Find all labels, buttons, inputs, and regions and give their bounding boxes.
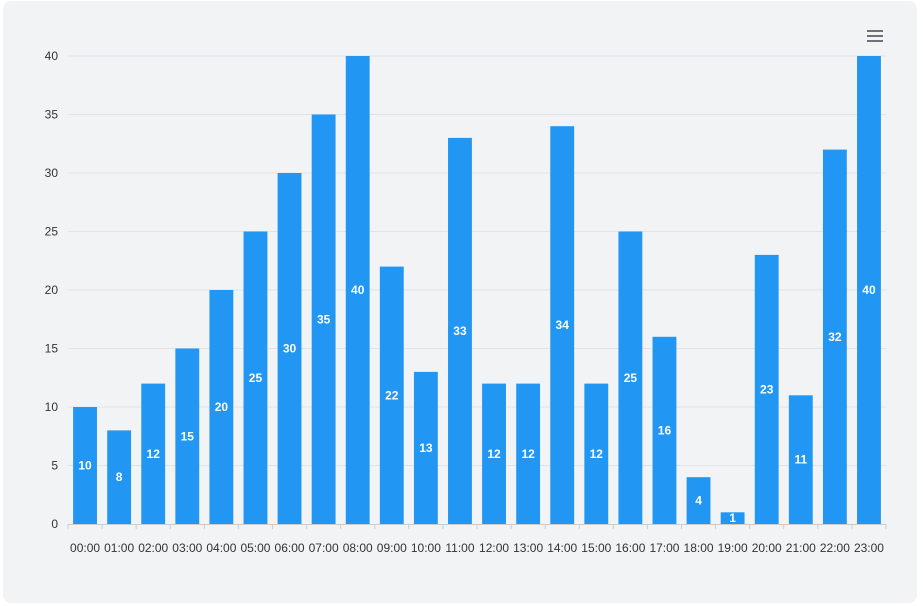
data-label: 15 <box>181 429 195 443</box>
y-tick-label: 5 <box>51 459 58 473</box>
data-label: 12 <box>590 447 604 461</box>
bars <box>73 56 881 524</box>
data-label: 34 <box>556 318 570 332</box>
bar-20:00[interactable] <box>754 254 779 524</box>
x-tick-label: 05:00 <box>240 541 270 555</box>
x-tick-label: 08:00 <box>343 541 373 555</box>
x-tick-label: 04:00 <box>206 541 236 555</box>
bar-22:00[interactable] <box>822 149 847 524</box>
data-label: 25 <box>249 371 263 385</box>
y-tick-label: 30 <box>45 166 59 180</box>
y-tick-label: 10 <box>45 400 59 414</box>
menu-line <box>867 35 883 37</box>
data-label: 4 <box>695 494 702 508</box>
y-tick-label: 15 <box>45 342 59 356</box>
x-tick-label: 10:00 <box>411 541 441 555</box>
grid-layer <box>68 55 886 466</box>
bar-03:00[interactable] <box>175 348 200 525</box>
data-label: 23 <box>760 382 774 396</box>
bar-13:00[interactable] <box>516 383 541 524</box>
data-label: 13 <box>419 441 433 455</box>
bar-05:00[interactable] <box>243 231 268 525</box>
data-label: 30 <box>283 342 297 356</box>
x-tick-label: 16:00 <box>615 541 645 555</box>
data-label: 22 <box>385 388 399 402</box>
bar-17:00[interactable] <box>652 336 677 524</box>
bar-11:00[interactable] <box>448 137 472 524</box>
data-label: 20 <box>215 400 229 414</box>
x-tick-label: 07:00 <box>309 541 339 555</box>
x-tick-label: 00:00 <box>70 541 100 555</box>
data-label: 8 <box>116 470 123 484</box>
data-label: 40 <box>351 283 365 297</box>
data-label: 10 <box>78 459 92 473</box>
bar-14:00[interactable] <box>550 126 575 524</box>
x-tick-label: 13:00 <box>513 541 543 555</box>
bar-04:00[interactable] <box>209 290 234 524</box>
bar-23:00[interactable] <box>857 56 881 524</box>
data-labels: 10 8 12 15 20 25 30 35 40 22 13 33 12 12 34 12 25 16 4 1 23 1… <box>78 283 876 525</box>
y-tick-label: 35 <box>45 108 59 122</box>
data-label: 12 <box>487 447 501 461</box>
bar-19:00[interactable] <box>720 512 745 524</box>
x-tick-label: 19:00 <box>718 541 748 555</box>
data-label: 32 <box>828 330 842 344</box>
data-label: 16 <box>658 423 672 437</box>
x-tick-label: 17:00 <box>649 541 679 555</box>
data-label: 11 <box>794 453 807 467</box>
data-label: 33 <box>453 324 467 338</box>
bar-10:00[interactable] <box>413 371 438 524</box>
x-tick-label: 12:00 <box>479 541 509 555</box>
x-axis <box>67 524 887 529</box>
x-tick-label: 22:00 <box>820 541 850 555</box>
x-tick-label: 18:00 <box>684 541 714 555</box>
menu-line <box>867 40 883 42</box>
x-axis-tick-labels: 00:00 01:00 02:00 03:00 04:00 05:00 06:00 07:00… <box>70 541 884 555</box>
data-label: 12 <box>147 447 161 461</box>
x-tick-label: 15:00 <box>581 541 611 555</box>
y-tick-label: 20 <box>45 283 59 297</box>
bar-07:00[interactable] <box>311 114 336 525</box>
bar-01:00[interactable] <box>107 430 132 524</box>
bar-15:00[interactable] <box>584 383 609 524</box>
bar-02:00[interactable] <box>141 383 166 524</box>
x-tick-label: 11:00 <box>445 541 474 555</box>
data-label: 40 <box>862 283 876 297</box>
x-tick-label: 23:00 <box>854 541 884 555</box>
y-tick-label: 40 <box>45 49 59 63</box>
x-tick-label: 14:00 <box>547 541 577 555</box>
data-label: 1 <box>729 511 736 525</box>
bar-08:00[interactable] <box>345 56 370 524</box>
menu-line <box>867 30 883 32</box>
x-tick-label: 06:00 <box>275 541 305 555</box>
y-axis-tick-labels: 0 5 10 15 20 25 30 35 40 <box>45 49 59 531</box>
bar-16:00[interactable] <box>618 231 643 525</box>
bar-21:00[interactable] <box>788 395 813 524</box>
x-tick-label: 20:00 <box>752 541 782 555</box>
data-label: 25 <box>624 371 638 385</box>
y-tick-label: 25 <box>45 225 59 239</box>
x-tick-label: 03:00 <box>172 541 202 555</box>
data-label: 35 <box>317 312 331 326</box>
bar-09:00[interactable] <box>379 266 404 524</box>
bar-18:00[interactable] <box>686 477 711 524</box>
bar-00:00[interactable] <box>73 407 97 524</box>
y-tick-label: 0 <box>51 517 58 531</box>
data-label: 12 <box>521 447 535 461</box>
x-tick-label: 01:00 <box>104 541 134 555</box>
hamburger-menu-icon[interactable] <box>864 26 886 46</box>
x-tick-label: 09:00 <box>377 541 407 555</box>
x-tick-label: 21:00 <box>786 541 816 555</box>
bar-12:00[interactable] <box>482 383 506 524</box>
bar-06:00[interactable] <box>277 173 302 524</box>
x-tick-label: 02:00 <box>138 541 168 555</box>
